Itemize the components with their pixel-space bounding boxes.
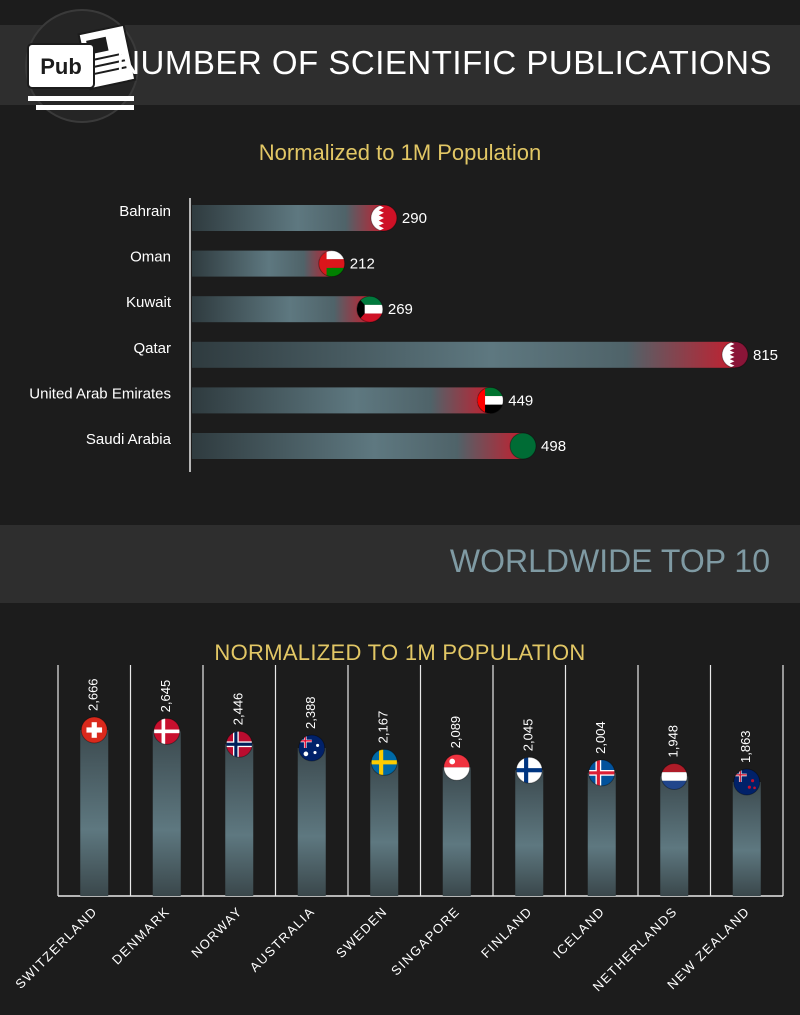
netherlands-flag-icon-outline: [660, 762, 688, 790]
value-label-iceland: 2,004: [593, 721, 608, 754]
section2-title: WORLDWIDE TOP 10: [449, 543, 770, 579]
value-label-finland: 2,045: [521, 719, 536, 752]
finland-flag-icon-outline: [515, 756, 543, 784]
uae-flag-icon: [477, 387, 504, 414]
bar-singapore: [442, 767, 471, 896]
singapore-flag-icon: [443, 754, 470, 781]
bar-norway: [225, 744, 254, 896]
category-label-switzerland: SWITZERLAND: [12, 904, 100, 992]
category-label-norway: NORWAY: [188, 904, 245, 961]
bar-bahrain: [192, 205, 384, 231]
section2-band: [0, 525, 800, 603]
bar-kuwait: [192, 296, 370, 323]
publication-logo-icon: Pub: [25, 9, 139, 123]
bahrain-flag-icon-outline: [370, 204, 398, 232]
kuwait-flag-icon: [356, 296, 383, 323]
value-label-norway: 2,446: [231, 693, 246, 726]
denmark-flag-icon-outline: [153, 717, 181, 745]
australia-flag-icon-outline: [298, 734, 326, 762]
bar-sweden: [370, 762, 399, 896]
bar-finland: [515, 770, 544, 896]
category-label-bahrain: Bahrain: [119, 203, 171, 220]
category-label-oman: Oman: [130, 249, 171, 266]
bar-saudi-arabia: [192, 433, 524, 459]
switzerland-flag-icon-outline: [80, 716, 108, 744]
category-label-kuwait: Kuwait: [126, 294, 172, 311]
qatar-flag-icon: [722, 341, 748, 368]
category-label-sweden: SWEDEN: [333, 904, 390, 961]
value-label-kuwait: 269: [388, 301, 413, 318]
category-label-united-arab-emirates: United Arab Emirates: [29, 385, 171, 402]
worldwide-top10-chart: 2,666 SWITZERLAND 2,645 DENMARK 2,446 NORWAY 2…: [12, 665, 784, 994]
bar-switzerland: [80, 730, 109, 896]
bar-australia: [297, 748, 326, 896]
sweden-flag-icon-outline: [370, 748, 398, 776]
qatar-flag-icon-outline: [721, 341, 749, 369]
sweden-flag-icon: [371, 749, 398, 776]
saudi-arabia-flag-icon-outline: [509, 432, 537, 460]
value-label-denmark: 2,645: [158, 680, 173, 713]
kuwait-flag-icon-outline: [356, 295, 384, 323]
bar-united-arab-emirates: [192, 387, 491, 414]
iceland-flag-icon-outline: [588, 759, 616, 787]
section1-subtitle: Normalized to 1M Population: [258, 140, 542, 165]
bar-new-zealand: [732, 782, 761, 896]
bar-denmark: [152, 731, 181, 896]
gcc-publications-chart: Bahrain 290 Oman 212 Kuwait 269 Qatar 815 United…: [29, 198, 778, 472]
bar-oman: [192, 250, 332, 277]
value-label-australia: 2,388: [303, 696, 318, 729]
category-label-qatar: Qatar: [133, 340, 171, 357]
value-label-singapore: 2,089: [448, 716, 463, 749]
value-label-bahrain: 290: [402, 210, 427, 227]
bar-qatar: [192, 341, 735, 368]
netherlands-flag-icon: [661, 763, 688, 790]
finland-flag-icon: [516, 757, 543, 784]
category-label-iceland: ICELAND: [550, 904, 608, 962]
category-label-saudi-arabia: Saudi Arabia: [86, 431, 172, 448]
bar-iceland: [587, 772, 616, 896]
value-label-new-zealand: 1,863: [738, 730, 753, 763]
saudi-arabia-flag-icon: [510, 433, 537, 459]
singapore-flag-icon-outline: [443, 753, 471, 781]
australia-flag-icon: [298, 735, 325, 762]
value-label-united-arab-emirates: 449: [508, 392, 533, 409]
value-label-sweden: 2,167: [376, 711, 391, 744]
bar-netherlands: [660, 776, 689, 896]
logo-text: Pub: [40, 54, 82, 79]
page-title: NUMBER OF SCIENTIFIC PUBLICATIONS: [116, 44, 772, 81]
section2-subtitle: NORMALIZED TO 1M POPULATION: [214, 640, 586, 665]
category-label-singapore: SINGAPORE: [388, 904, 463, 979]
new-zealand-flag-icon: [733, 769, 760, 795]
switzerland-flag-icon: [81, 717, 108, 743]
value-label-netherlands: 1,948: [666, 725, 681, 758]
denmark-flag-icon: [153, 718, 180, 745]
oman-flag-icon-outline: [318, 250, 346, 278]
norway-flag-icon: [226, 731, 253, 758]
bahrain-flag-icon: [370, 205, 397, 231]
oman-flag-icon: [318, 250, 345, 277]
value-label-oman: 212: [350, 256, 375, 273]
new-zealand-flag-icon-outline: [733, 768, 761, 796]
category-label-australia: AUSTRALIA: [247, 904, 318, 975]
uae-flag-icon-outline: [476, 386, 504, 414]
iceland-flag-icon: [588, 759, 615, 786]
value-label-switzerland: 2,666: [86, 678, 101, 711]
category-label-denmark: DENMARK: [109, 904, 173, 968]
norway-flag-icon-outline: [225, 730, 253, 758]
value-label-saudi-arabia: 498: [541, 438, 566, 455]
value-label-qatar: 815: [753, 347, 778, 364]
category-label-finland: FINLAND: [478, 904, 535, 961]
